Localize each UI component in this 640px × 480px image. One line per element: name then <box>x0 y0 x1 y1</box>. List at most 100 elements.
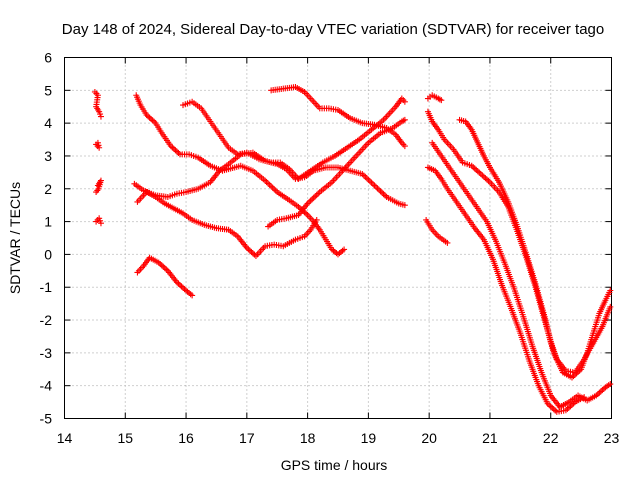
data-point <box>309 196 316 203</box>
data-point <box>471 165 478 172</box>
data-point <box>161 265 168 272</box>
series-s1 <box>91 88 104 120</box>
series-s9 <box>180 95 408 182</box>
data-point <box>341 246 348 253</box>
x-axis-ticks: 14 15 16 17 18 19 20 21 22 23 <box>57 57 620 446</box>
data-point <box>310 194 317 201</box>
data-point <box>362 173 369 180</box>
data-point <box>94 139 101 146</box>
data-point <box>97 220 104 227</box>
data-point <box>369 181 376 188</box>
data-point <box>380 191 387 198</box>
y-tick-label: -2 <box>40 312 53 328</box>
series-s4 <box>93 215 104 227</box>
x-tick-label: 22 <box>543 430 559 446</box>
data-point <box>149 117 156 124</box>
data-point <box>313 191 320 198</box>
data-point <box>607 287 614 294</box>
y-axis-ticks: -5 -4 -3 -2 -1 0 1 2 3 4 5 6 <box>40 50 612 427</box>
x-tick-label: 17 <box>239 430 255 446</box>
data-point <box>365 176 372 183</box>
data-point <box>160 263 167 270</box>
x-tick-label: 23 <box>604 430 620 446</box>
data-point <box>245 246 252 253</box>
data-point <box>581 394 588 401</box>
data-point <box>372 183 379 190</box>
series-s11 <box>265 116 408 230</box>
data-point <box>368 179 375 186</box>
data-point <box>479 172 486 179</box>
series-s15 <box>424 164 588 415</box>
series-s7 <box>134 189 320 260</box>
data-point <box>265 180 272 187</box>
data-point <box>371 182 378 189</box>
y-tick-label: 2 <box>44 181 52 197</box>
data-point <box>151 118 158 125</box>
data-point <box>176 282 183 289</box>
data-marks <box>91 84 614 415</box>
data-point <box>379 189 386 196</box>
data-point <box>550 406 557 413</box>
data-point <box>599 387 606 394</box>
x-tick-label: 15 <box>117 430 133 446</box>
y-tick-label: -1 <box>40 279 53 295</box>
data-point <box>315 190 322 197</box>
plot-frame <box>64 57 612 419</box>
data-point <box>597 388 604 395</box>
data-point <box>401 143 408 150</box>
data-point <box>172 147 179 154</box>
data-point <box>401 98 408 105</box>
series-s3 <box>93 177 104 196</box>
y-tick-label: 0 <box>44 246 52 262</box>
y-tick-label: 6 <box>44 50 52 66</box>
series-s6 <box>131 149 408 209</box>
data-point <box>266 181 273 188</box>
data-point <box>97 113 104 120</box>
series-s13 <box>424 108 614 381</box>
y-tick-label: 3 <box>44 148 52 164</box>
series-s12 <box>424 92 445 104</box>
data-point <box>570 373 577 380</box>
y-tick-label: 4 <box>44 115 52 131</box>
data-point <box>148 116 155 123</box>
data-point <box>145 113 152 120</box>
series-s10 <box>268 84 408 150</box>
x-axis-label: GPS time / hours <box>281 457 388 473</box>
data-point <box>596 389 603 396</box>
data-point <box>169 144 176 151</box>
data-point <box>480 173 487 180</box>
data-point <box>401 116 408 123</box>
data-point <box>306 199 313 206</box>
chart-title: Day 148 of 2024, Sidereal Day-to-day VTE… <box>62 21 604 38</box>
data-point <box>271 186 278 193</box>
x-tick-label: 20 <box>421 430 437 446</box>
data-point <box>269 184 276 191</box>
data-point <box>263 179 270 186</box>
data-point <box>376 186 383 193</box>
data-point <box>189 292 196 299</box>
x-tick-label: 16 <box>178 430 194 446</box>
data-point <box>175 149 182 156</box>
data-point <box>483 176 490 183</box>
data-point <box>485 177 492 184</box>
y-tick-label: -3 <box>40 345 53 361</box>
data-point <box>482 175 489 182</box>
series-s14 <box>429 139 614 411</box>
data-point <box>547 403 554 410</box>
data-point <box>313 216 320 223</box>
data-point <box>552 407 559 414</box>
data-point <box>374 185 381 192</box>
x-tick-label: 14 <box>57 430 73 446</box>
data-point <box>146 114 153 121</box>
y-tick-label: -4 <box>40 378 53 394</box>
data-point <box>175 280 182 287</box>
data-point <box>94 182 101 189</box>
data-point <box>444 239 451 246</box>
series-s16 <box>456 116 614 376</box>
data-point <box>474 168 481 175</box>
data-point <box>246 247 253 254</box>
data-point <box>170 145 177 152</box>
data-point <box>607 303 614 310</box>
data-point <box>567 403 574 410</box>
